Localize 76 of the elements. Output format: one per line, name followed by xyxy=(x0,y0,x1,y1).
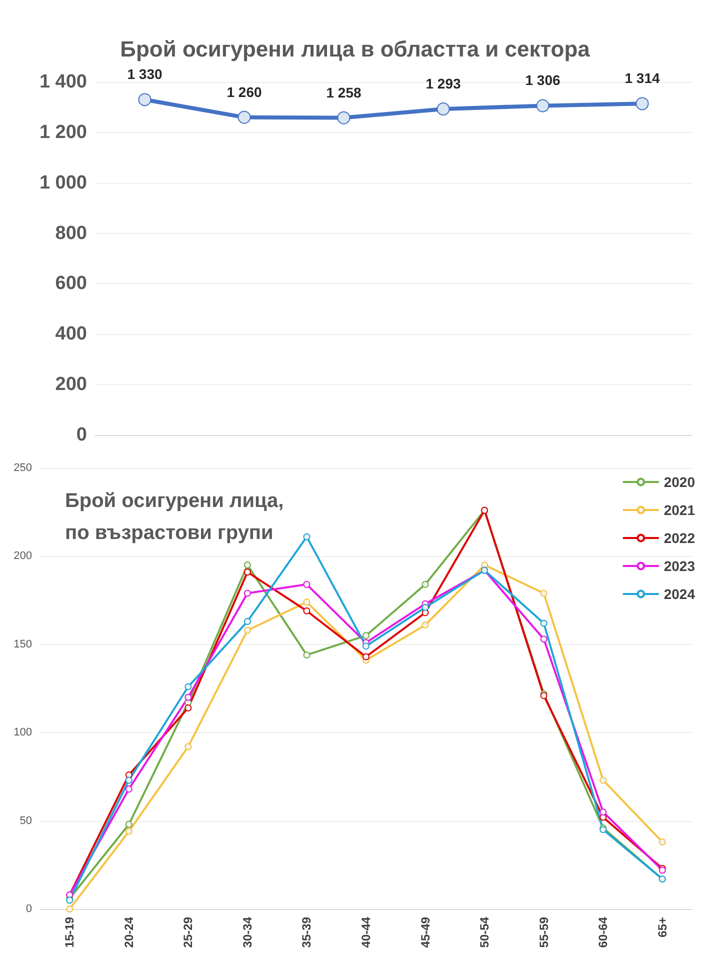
x-tick-label: 25-29 xyxy=(181,916,196,948)
point xyxy=(436,102,450,116)
point xyxy=(658,838,666,846)
point xyxy=(337,111,350,124)
legend-label: 2022 xyxy=(664,530,696,546)
legend-label: 2021 xyxy=(664,502,696,518)
point xyxy=(422,604,429,611)
point xyxy=(125,776,132,784)
point xyxy=(422,580,429,588)
y-tick-label: 50 xyxy=(20,814,32,827)
x-tick-label: 40-44 xyxy=(359,916,373,948)
point xyxy=(125,828,132,835)
x-tick-label: 65+ xyxy=(655,917,670,938)
point xyxy=(138,93,152,106)
x-tick-label: 50-54 xyxy=(478,916,492,948)
point xyxy=(303,607,310,614)
legend-label: 2020 xyxy=(664,474,696,490)
point xyxy=(244,590,251,597)
data-label: 1 306 xyxy=(525,72,560,88)
point xyxy=(184,704,192,712)
point xyxy=(540,620,548,627)
point xyxy=(422,621,429,628)
point xyxy=(66,906,74,912)
y-tick-label: 1 000 xyxy=(39,172,87,194)
y-tick-label: 1 400 xyxy=(39,72,87,92)
chart-title: Брой осигурени лица в областта и сектора xyxy=(120,36,591,62)
point xyxy=(600,814,607,821)
data-label: 1 293 xyxy=(426,75,461,92)
point xyxy=(303,533,310,540)
data-label: 1 330 xyxy=(127,66,162,82)
point xyxy=(244,618,251,625)
y-tick-label: 100 xyxy=(14,726,32,739)
y-tick-label: 600 xyxy=(55,273,87,294)
point xyxy=(244,562,251,569)
point xyxy=(636,97,649,110)
point xyxy=(540,636,548,643)
point xyxy=(244,568,251,576)
point xyxy=(184,743,192,750)
y-tick-label: 0 xyxy=(76,424,87,446)
point xyxy=(184,694,192,701)
point xyxy=(362,653,370,660)
x-tick-label: 60-64 xyxy=(596,916,610,948)
text: Брой осигурени лица, по възрастови групи xyxy=(65,490,284,544)
point xyxy=(362,632,370,640)
x-tick-label: 30-34 xyxy=(240,916,254,948)
data-label: 1 314 xyxy=(624,70,660,86)
point xyxy=(303,651,310,658)
y-tick-label: 800 xyxy=(55,222,87,244)
x-tick-label: 45-49 xyxy=(418,916,432,948)
point xyxy=(125,786,132,793)
point xyxy=(600,776,607,784)
point xyxy=(540,590,548,597)
x-tick-label: 35-39 xyxy=(300,916,314,948)
point xyxy=(303,580,310,588)
y-tick-label: 1 200 xyxy=(39,122,87,143)
point xyxy=(536,99,550,112)
point xyxy=(125,820,132,828)
x-tick-label: 15-19 xyxy=(62,916,77,948)
point xyxy=(362,642,370,650)
y-tick-label: 200 xyxy=(14,550,32,562)
point xyxy=(600,808,607,816)
y-tick-label: 150 xyxy=(14,638,32,650)
legend-label: 2024 xyxy=(664,586,696,602)
x-tick-label: 55-59 xyxy=(536,916,551,948)
point xyxy=(303,598,310,606)
point xyxy=(244,626,251,634)
point xyxy=(238,110,251,124)
y-tick-label: 200 xyxy=(55,374,87,396)
x-tick-label: 20-24 xyxy=(122,916,136,948)
y-tick-label: 250 xyxy=(14,462,32,474)
data-label: 1 258 xyxy=(326,84,362,100)
point xyxy=(184,683,192,690)
y-tick-label: 0 xyxy=(26,903,32,915)
y-tick-label: 400 xyxy=(55,324,87,345)
legend-label: 2023 xyxy=(664,558,696,574)
data-label: 1 260 xyxy=(226,84,262,100)
